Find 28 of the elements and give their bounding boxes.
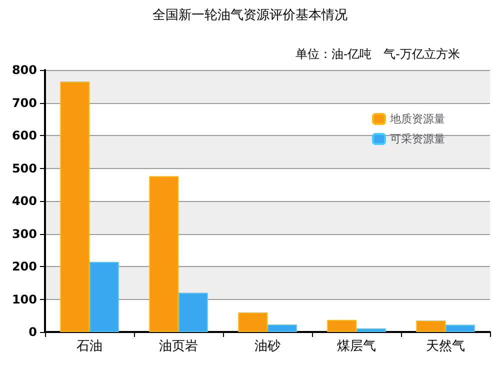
- bar: [90, 262, 119, 332]
- x-tick-label: 煤层气: [337, 339, 376, 354]
- bar: [238, 312, 268, 332]
- bar: [327, 320, 356, 332]
- y-tick-label: 600: [12, 128, 37, 142]
- y-tick-label: 300: [12, 226, 37, 241]
- y-tick-label: 800: [12, 63, 37, 77]
- y-tick-label: 100: [12, 292, 37, 306]
- bar: [178, 292, 208, 332]
- bar: [446, 324, 475, 332]
- y-tick-label: 0: [28, 325, 37, 339]
- legend-label: 地质资源量: [389, 112, 445, 126]
- y-tick-label: 500: [12, 161, 37, 176]
- legend-label: 可采资源量: [390, 132, 445, 146]
- bar: [356, 328, 386, 332]
- bar: [416, 320, 446, 332]
- y-tick-label: 400: [12, 194, 37, 208]
- bar: [268, 324, 297, 332]
- x-tick-label: 油砂: [254, 339, 280, 354]
- chart-title: 全国新一轮油气资源评价基本情况: [152, 8, 348, 23]
- x-tick-label: 油页岩: [159, 339, 198, 354]
- y-tick-label: 200: [12, 260, 37, 274]
- x-tick-label: 天然气: [426, 339, 465, 354]
- text: 单位：油-亿吨 气-万亿立方米: [295, 47, 460, 61]
- x-tick-label: 石油: [76, 339, 102, 354]
- y-tick-label: 700: [12, 96, 37, 110]
- bar: [149, 176, 178, 332]
- bar: [60, 81, 90, 332]
